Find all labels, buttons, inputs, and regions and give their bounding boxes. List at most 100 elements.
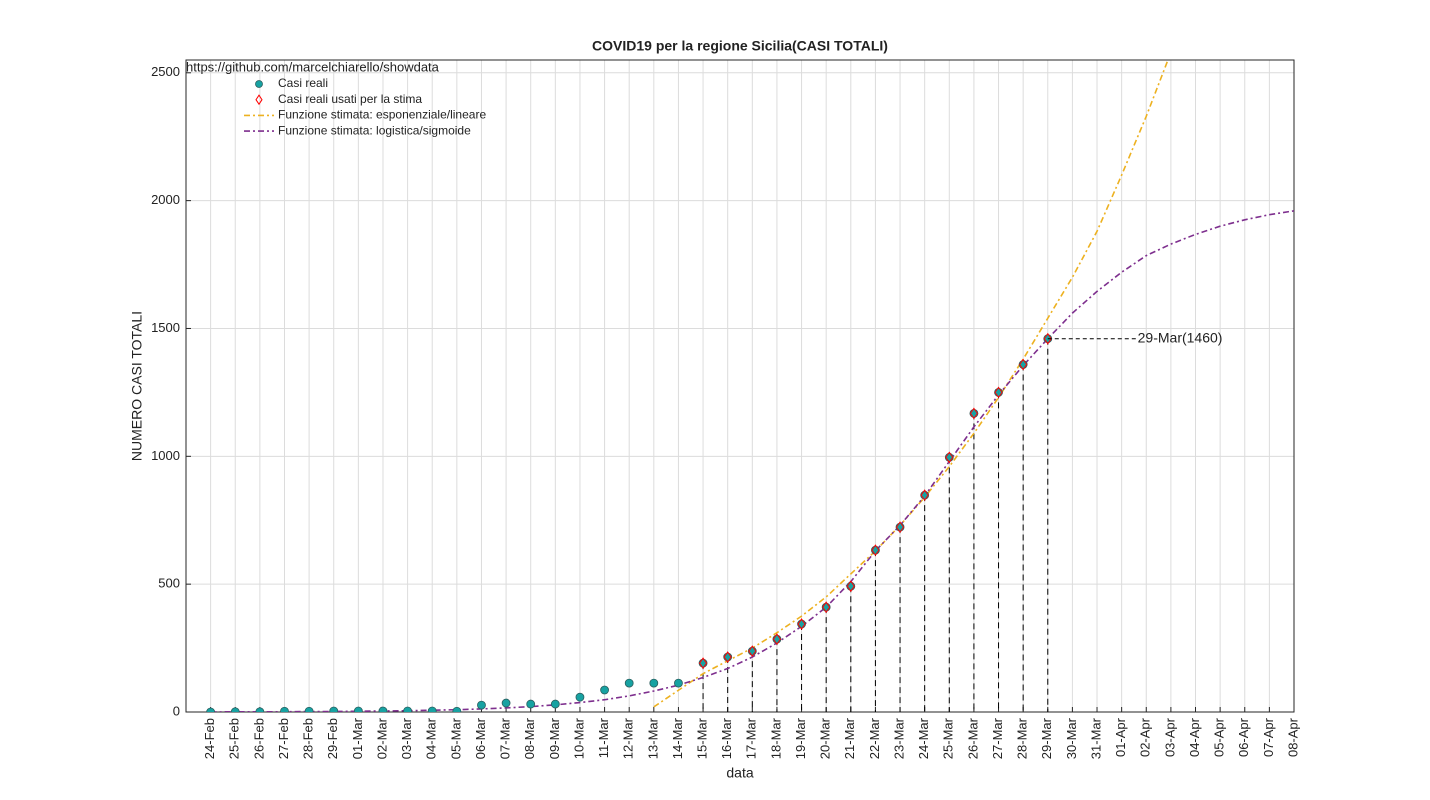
point — [1043, 332, 1052, 345]
fit-line — [210, 210, 1294, 712]
x-tick-label: 12-Mar — [621, 717, 636, 759]
y-tick-label: 2500 — [151, 64, 180, 79]
x-tick-label: 03-Mar — [399, 717, 414, 759]
point — [747, 646, 757, 656]
x-tick-label: 30-Mar — [1064, 717, 1079, 759]
y-tick-label: 0 — [173, 703, 180, 718]
point — [920, 489, 929, 502]
plot-frame — [185, 59, 1295, 713]
fit-line — [653, 60, 1169, 708]
x-tick-label: 22-Mar — [867, 717, 882, 759]
point — [698, 657, 708, 670]
x-tick-label: 19-Mar — [793, 717, 808, 759]
point — [871, 544, 880, 557]
x-tick-label: 04-Apr — [1187, 717, 1202, 757]
x-tick-label: 01-Mar — [350, 717, 365, 759]
x-tick-label: 27-Feb — [276, 718, 291, 759]
point — [772, 634, 782, 644]
point — [723, 652, 733, 662]
x-tick-label: 31-Mar — [1088, 717, 1103, 759]
point — [920, 490, 930, 500]
x-tick-label: 07-Apr — [1261, 717, 1276, 757]
x-tick-label: 24-Mar — [916, 717, 931, 759]
x-tick-label: 24-Feb — [202, 718, 217, 759]
x-tick-label: 29-Mar — [1039, 717, 1054, 759]
point — [600, 685, 609, 695]
point — [895, 522, 905, 532]
x-tick-label: 20-Mar — [818, 717, 833, 759]
point — [944, 452, 954, 462]
point — [304, 706, 314, 712]
point — [329, 706, 339, 712]
x-tick-label: 08-Apr — [1285, 717, 1300, 757]
legend-label: Casi reali — [278, 76, 328, 90]
point — [452, 706, 462, 712]
x-tick-label: 06-Mar — [473, 717, 488, 759]
point — [1018, 360, 1028, 369]
x-tick-label: 01-Apr — [1113, 717, 1128, 757]
x-tick-label: 29-Feb — [325, 718, 340, 759]
x-tick-label: 17-Mar — [744, 717, 759, 759]
x-tick-label: 13-Mar — [645, 717, 660, 759]
x-tick-label: 18-Mar — [768, 717, 783, 759]
point — [945, 451, 954, 464]
point — [353, 706, 363, 712]
point — [255, 707, 265, 712]
x-tick-label: 05-Mar — [448, 717, 463, 759]
point — [280, 706, 289, 712]
legend-label: Funzione stimata: logistica/sigmoide — [278, 123, 471, 137]
point — [378, 706, 388, 712]
point — [403, 706, 412, 712]
point — [206, 707, 216, 712]
y-tick-label: 1000 — [151, 448, 180, 463]
x-axis-label: data — [726, 765, 753, 781]
point — [822, 601, 831, 614]
x-tick-label: 04-Mar — [424, 717, 439, 759]
point — [994, 386, 1003, 399]
point — [575, 692, 585, 702]
x-tick-label: 27-Mar — [990, 717, 1005, 759]
x-tick-label: 15-Mar — [695, 717, 710, 759]
x-tick-label: 11-Mar — [596, 717, 611, 758]
point — [846, 580, 855, 593]
x-tick-label: 25-Feb — [227, 718, 242, 759]
y-axis-label: NUMERO CASI TOTALI — [129, 311, 145, 461]
point — [797, 618, 806, 630]
x-tick-label: 16-Mar — [719, 717, 734, 759]
point — [821, 602, 831, 612]
x-tick-label: 23-Mar — [891, 717, 906, 759]
legend-label: Funzione stimata: esponenziale/lineare — [278, 108, 486, 122]
point — [624, 678, 634, 688]
point — [797, 619, 806, 629]
point — [846, 581, 856, 591]
point — [895, 521, 905, 534]
point — [772, 633, 782, 646]
chart-title: COVID19 per la regione Sicilia(CASI TOTA… — [592, 38, 888, 54]
y-tick-label: 500 — [158, 576, 180, 591]
x-tick-label: 02-Mar — [374, 717, 389, 759]
x-tick-label: 06-Apr — [1236, 717, 1251, 757]
x-tick-label: 05-Apr — [1212, 717, 1227, 757]
point — [550, 699, 560, 709]
legend-label: Casi reali usati per la stima — [278, 92, 422, 106]
x-tick-label: 08-Mar — [522, 717, 537, 759]
annotation: 29-Mar(1460) — [1138, 329, 1223, 345]
point — [674, 678, 683, 688]
x-tick-label: 02-Apr — [1138, 717, 1153, 757]
x-tick-label: 28-Feb — [301, 718, 316, 759]
x-tick-label: 07-Mar — [498, 717, 513, 759]
point — [723, 651, 732, 663]
y-tick-label: 1500 — [151, 320, 180, 335]
point — [649, 678, 659, 688]
legend-marker — [255, 80, 263, 88]
y-tick-label: 2000 — [151, 192, 180, 207]
x-tick-label: 25-Mar — [941, 717, 956, 759]
point — [969, 408, 979, 418]
point — [748, 645, 757, 658]
x-tick-label: 09-Mar — [547, 717, 562, 759]
point — [526, 699, 536, 709]
x-tick-label: 26-Feb — [251, 718, 266, 759]
x-tick-label: 28-Mar — [1015, 717, 1030, 759]
point — [969, 407, 979, 420]
